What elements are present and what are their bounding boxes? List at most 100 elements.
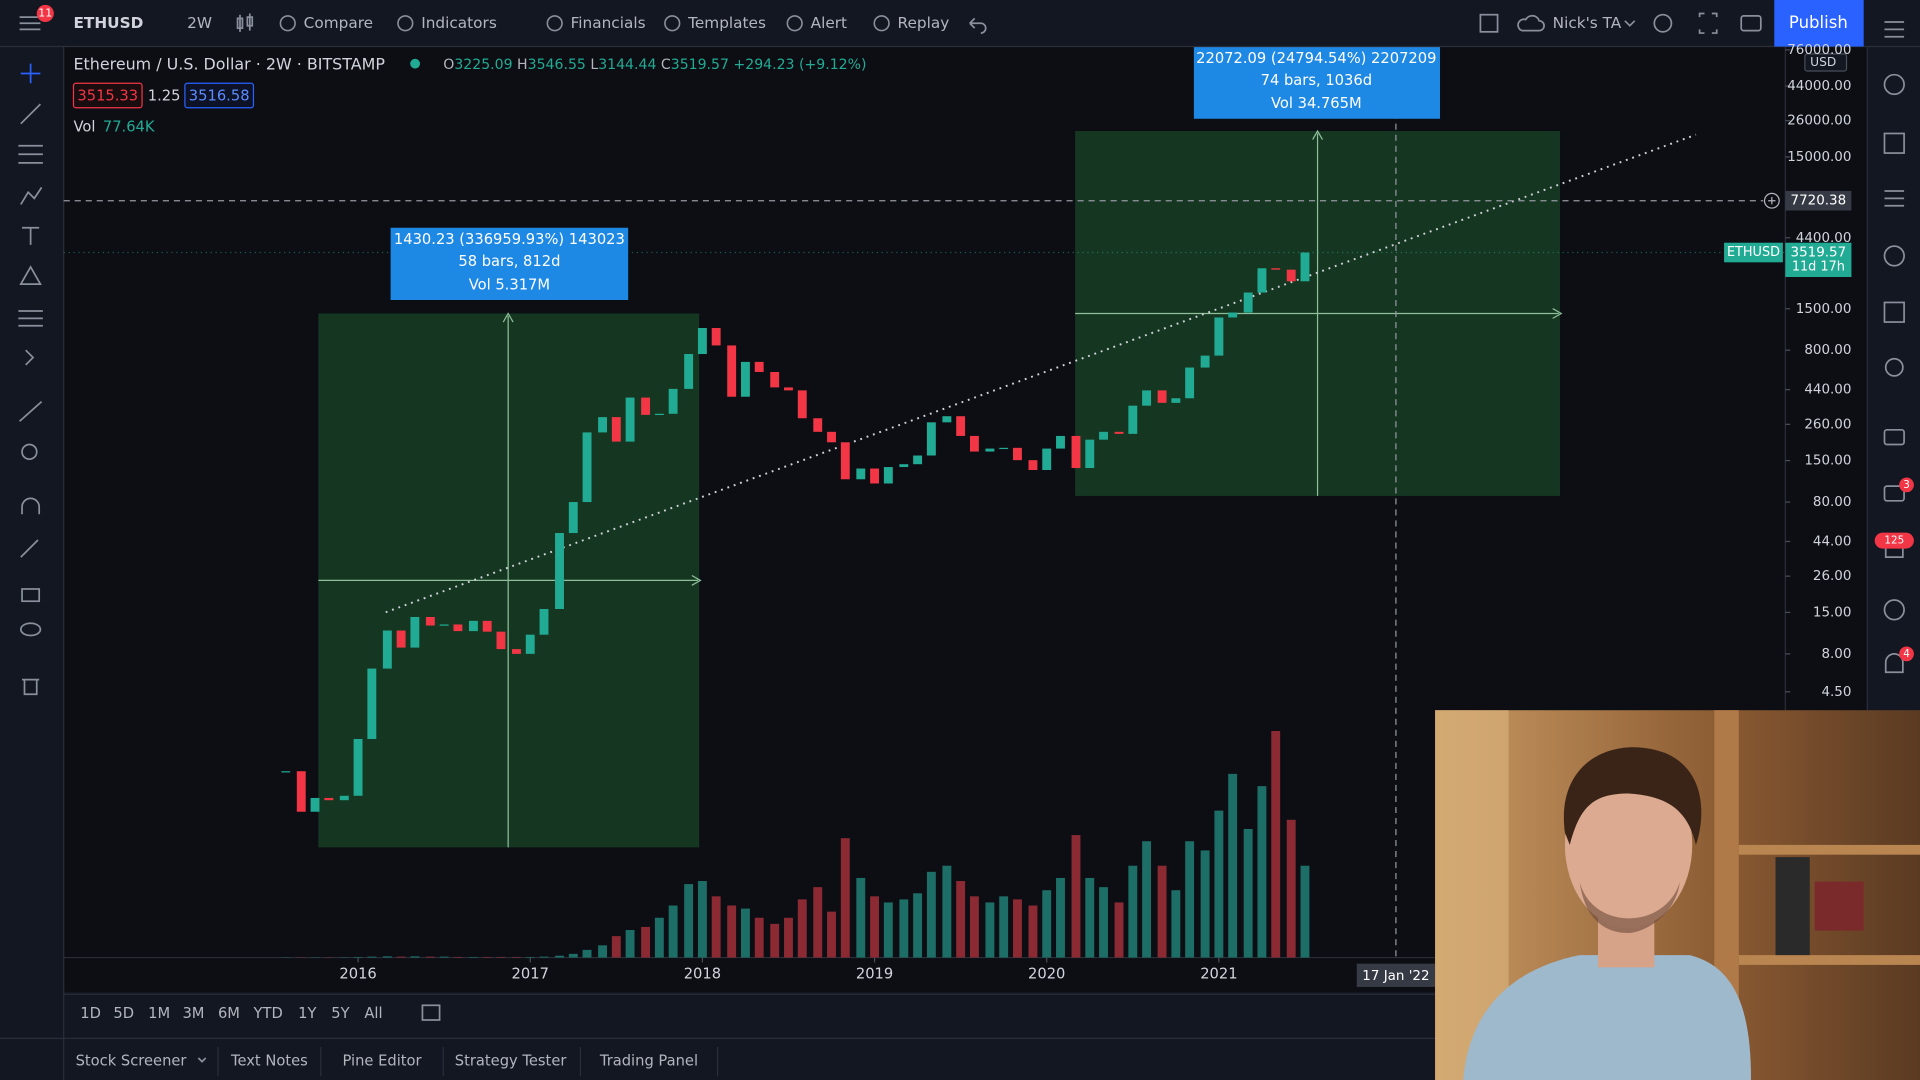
crosshair-date: 17 Jan '22 [1362, 969, 1429, 984]
range-button[interactable]: 1M [148, 1005, 170, 1022]
volume-value: 77.64K [103, 118, 155, 135]
range-button[interactable]: 6M [218, 1005, 240, 1022]
chart-type-icon[interactable] [236, 13, 254, 32]
volume-bar [1185, 841, 1195, 958]
arrow [1312, 129, 1323, 140]
hair [1563, 747, 1702, 845]
tab[interactable]: Trading Panel [599, 1053, 698, 1070]
volume-bar [740, 908, 750, 958]
candle [1142, 390, 1152, 406]
expand-tool[interactable] [25, 349, 35, 366]
crosshair-tool[interactable] [20, 63, 41, 84]
volume-bar [668, 905, 678, 958]
ohlc-key: H [517, 57, 528, 73]
candle [324, 797, 334, 801]
draw-mode-tool[interactable] [20, 539, 39, 558]
trash-tool[interactable] [22, 678, 40, 696]
candle [969, 435, 979, 452]
prediction-tool[interactable] [18, 310, 43, 327]
last-price: 3519.57 [1791, 246, 1847, 261]
pattern-tool[interactable] [19, 265, 42, 285]
snapshot-icon[interactable] [1740, 15, 1762, 32]
volume-bar [711, 896, 721, 958]
toolbar-item[interactable]: Alert [811, 14, 847, 32]
cloud-icon[interactable] [1517, 14, 1545, 32]
range-button[interactable]: 3M [182, 1005, 204, 1022]
range-button[interactable]: YTD [253, 1005, 283, 1022]
badge [1899, 477, 1914, 493]
candle [453, 624, 463, 632]
measure-label [390, 227, 629, 300]
streams-icon[interactable] [1883, 485, 1905, 502]
toolbar-item[interactable]: Compare [304, 14, 373, 32]
toolbar-item[interactable]: Indicators [421, 14, 497, 32]
settings-icon[interactable] [1653, 13, 1673, 33]
toolbar-item[interactable]: Replay [898, 14, 950, 32]
range-button[interactable]: All [364, 1005, 382, 1022]
zoom-tool[interactable] [21, 443, 38, 461]
tab[interactable]: Pine Editor [342, 1053, 422, 1070]
ruler-tool[interactable] [19, 400, 43, 422]
brush-tool[interactable] [20, 186, 43, 205]
replay-icon[interactable] [1883, 599, 1905, 621]
volume-bar [684, 884, 694, 958]
ask-box[interactable] [184, 82, 255, 109]
tab[interactable]: Stock Screener [76, 1053, 188, 1070]
ohlc-key: C [661, 57, 671, 73]
bid-box[interactable] [72, 82, 143, 109]
range-button[interactable]: 5D [113, 1005, 134, 1022]
volume-bar [1257, 786, 1267, 958]
volume-bar [1228, 773, 1238, 958]
magnet-tool[interactable] [21, 497, 41, 515]
ideas-icon[interactable] [1884, 357, 1904, 377]
fib-tool[interactable] [18, 144, 43, 164]
layout-name[interactable]: Nick's TA [1553, 14, 1622, 32]
y-tick-label: 8.00 [1821, 647, 1851, 662]
candle [582, 432, 592, 503]
interval[interactable]: 2W [187, 14, 212, 32]
y-tick-label: 26000.00 [1787, 114, 1851, 129]
grid-icon[interactable] [1883, 301, 1905, 323]
line-tool[interactable] [20, 103, 42, 125]
ohlc-value: 3144.44 [598, 57, 656, 73]
toolbar-item[interactable]: Financials [571, 14, 646, 32]
currency-box[interactable] [1804, 53, 1848, 72]
toolbar [0, 0, 1920, 47]
publish-button[interactable] [1774, 0, 1864, 47]
candle [468, 620, 478, 632]
range-button[interactable]: 1Y [298, 1005, 316, 1022]
add-alert-button[interactable] [1763, 192, 1780, 209]
symbol[interactable]: ETHUSD [73, 14, 143, 32]
candle [525, 634, 535, 654]
candle [1099, 431, 1108, 440]
hide-tool[interactable] [19, 622, 42, 637]
volume-bar [883, 902, 893, 958]
y-tick-label: 800.00 [1804, 343, 1851, 358]
range-button[interactable]: 1D [80, 1005, 101, 1022]
menu-icon[interactable] [19, 16, 41, 31]
volume-bar [697, 881, 707, 958]
fullscreen-icon[interactable] [1698, 12, 1718, 34]
candle [1114, 431, 1124, 434]
alerts-icon[interactable] [1883, 73, 1905, 96]
data-icon[interactable] [1883, 132, 1905, 154]
calendar-icon[interactable] [1883, 245, 1905, 267]
watchlist-icon[interactable] [1884, 21, 1905, 38]
text-tool[interactable] [22, 226, 40, 245]
undo-icon[interactable] [969, 17, 987, 34]
chat-icon[interactable] [1883, 428, 1905, 446]
tab[interactable]: Strategy Tester [455, 1053, 568, 1070]
x-tick-label: 2019 [856, 966, 893, 983]
toolbar-item[interactable]: Templates [687, 14, 766, 32]
lock-tool[interactable] [21, 588, 41, 603]
tab[interactable]: Text Notes [230, 1053, 308, 1070]
volume-bar [582, 949, 592, 958]
books [1814, 881, 1864, 931]
range-button[interactable]: 5Y [331, 1005, 349, 1022]
layout-icon[interactable] [1479, 13, 1499, 33]
date-range-icon[interactable] [421, 1004, 441, 1021]
candle [1028, 460, 1038, 471]
alerts-bell-icon[interactable] [1884, 653, 1904, 674]
hotlist-icon[interactable] [1884, 190, 1905, 207]
candle [425, 616, 435, 626]
